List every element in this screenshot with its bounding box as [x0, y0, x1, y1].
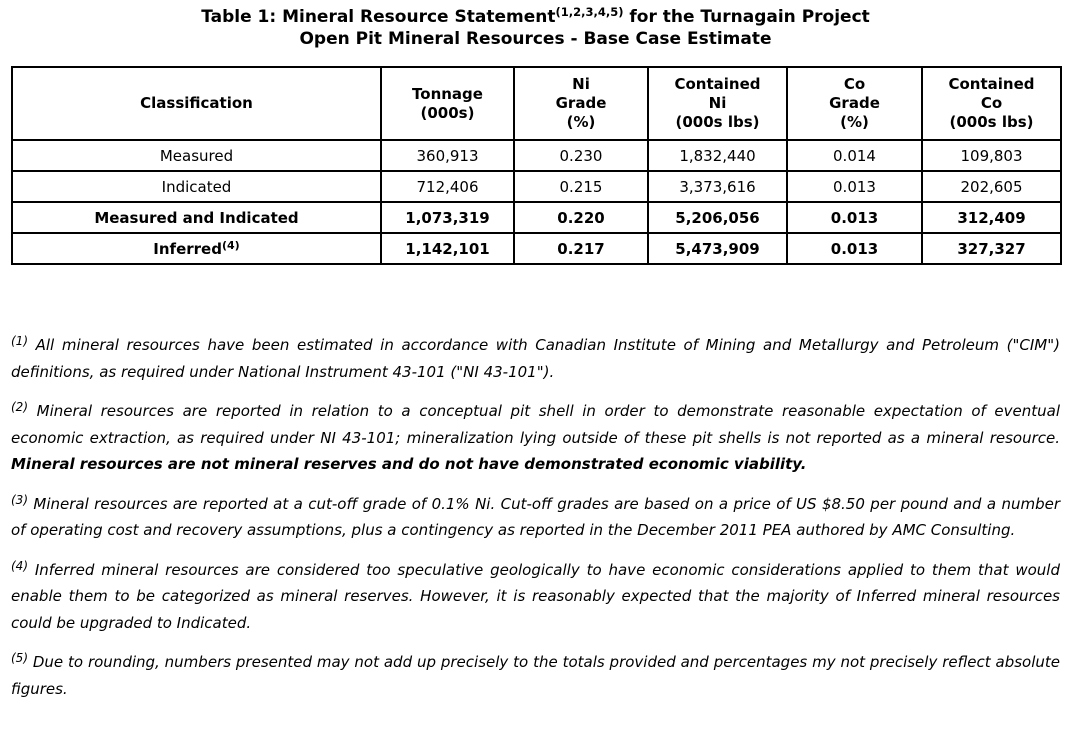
cell-contained-ni: 3,373,616: [647, 170, 788, 203]
cell-contained-ni: 1,832,440: [647, 139, 788, 172]
cell-ni-grade: 0.217: [513, 232, 649, 265]
cell-contained-co: 109,803: [921, 139, 1062, 172]
cell-ni-grade: 0.220: [513, 201, 649, 234]
footnote-4-marker: (4): [11, 558, 28, 573]
column-header-contained-co: Contained Co (000s lbs): [921, 66, 1062, 141]
cell-contained-ni: 5,206,056: [647, 201, 788, 234]
footnote-3-marker: (3): [11, 492, 28, 507]
footnote-1: (1) All mineral resources have been esti…: [11, 332, 1060, 385]
footnote-2-text: Mineral resources are reported in relati…: [11, 402, 1060, 447]
document-page: Table 1: Mineral Resource Statement(1,2,…: [11, 6, 1062, 702]
footnote-5: (5) Due to rounding, numbers presented m…: [11, 649, 1060, 702]
classification-footnote-ref: (4): [221, 238, 240, 252]
cell-co-grade: 0.013: [786, 232, 923, 265]
footnote-1-text: All mineral resources have been estimate…: [11, 336, 1060, 381]
table-subtitle: Open Pit Mineral Resources - Base Case E…: [299, 29, 772, 49]
cell-contained-co: 327,327: [921, 232, 1062, 265]
table-row-measured: Measured 360,913 0.230 1,832,440 0.014 1…: [11, 139, 1062, 172]
cell-classification: Measured: [11, 139, 382, 172]
column-header-contained-ni: Contained Ni (000s lbs): [647, 66, 788, 141]
cell-tonnage: 712,406: [380, 170, 515, 203]
mineral-resource-table: Classification Tonnage (000s) Ni Grade (…: [11, 66, 1062, 265]
cell-co-grade: 0.014: [786, 139, 923, 172]
title-text-suffix: for the Turnagain Project: [623, 7, 870, 27]
cell-tonnage: 1,142,101: [380, 232, 515, 265]
table-header-row: Classification Tonnage (000s) Ni Grade (…: [11, 66, 1062, 141]
footnote-2: (2) Mineral resources are reported in re…: [11, 398, 1060, 478]
footnote-5-marker: (5): [11, 651, 28, 665]
footnote-2-bold-text: Mineral resources are not mineral reserv…: [11, 455, 807, 473]
footnote-2-marker: (2): [11, 400, 28, 414]
table-row-indicated: Indicated 712,406 0.215 3,373,616 0.013 …: [11, 170, 1062, 203]
cell-ni-grade: 0.230: [513, 139, 649, 172]
cell-classification: Inferred(4): [11, 232, 382, 265]
cell-ni-grade: 0.215: [513, 170, 649, 203]
cell-co-grade: 0.013: [786, 170, 923, 203]
cell-co-grade: 0.013: [786, 201, 923, 234]
table-title-block: Table 1: Mineral Resource Statement(1,2,…: [11, 6, 1060, 50]
column-header-co-grade: Co Grade (%): [786, 66, 923, 141]
cell-classification: Indicated: [11, 170, 382, 203]
table-row-measured-and-indicated: Measured and Indicated 1,073,319 0.220 5…: [11, 201, 1062, 234]
title-footnote-references: (1,2,3,4,5): [555, 5, 624, 19]
cell-contained-ni: 5,473,909: [647, 232, 788, 265]
footnote-3-text: Mineral resources are reported at a cut-…: [11, 494, 1060, 540]
column-header-tonnage: Tonnage (000s): [380, 66, 515, 141]
footnote-4-text: Inferred mineral resources are considere…: [11, 560, 1060, 632]
cell-contained-co: 312,409: [921, 201, 1062, 234]
table-row-inferred: Inferred(4) 1,142,101 0.217 5,473,909 0.…: [11, 232, 1062, 265]
cell-classification: Measured and Indicated: [11, 201, 382, 234]
cell-tonnage: 360,913: [380, 139, 515, 172]
footnote-5-text: Due to rounding, numbers presented may n…: [11, 653, 1060, 698]
cell-contained-co: 202,605: [921, 170, 1062, 203]
footnotes-section: (1) All mineral resources have been esti…: [11, 332, 1060, 702]
cell-tonnage: 1,073,319: [380, 201, 515, 234]
footnote-4: (4) Inferred mineral resources are consi…: [11, 557, 1060, 637]
footnote-1-marker: (1): [11, 334, 28, 348]
table-title: Table 1: Mineral Resource Statement(1,2,…: [11, 6, 1060, 28]
title-text-prefix: Table 1: Mineral Resource Statement: [201, 7, 556, 27]
column-header-classification: Classification: [11, 66, 382, 141]
column-header-ni-grade: Ni Grade (%): [513, 66, 649, 141]
footnote-3: (3) Mineral resources are reported at a …: [11, 491, 1060, 544]
